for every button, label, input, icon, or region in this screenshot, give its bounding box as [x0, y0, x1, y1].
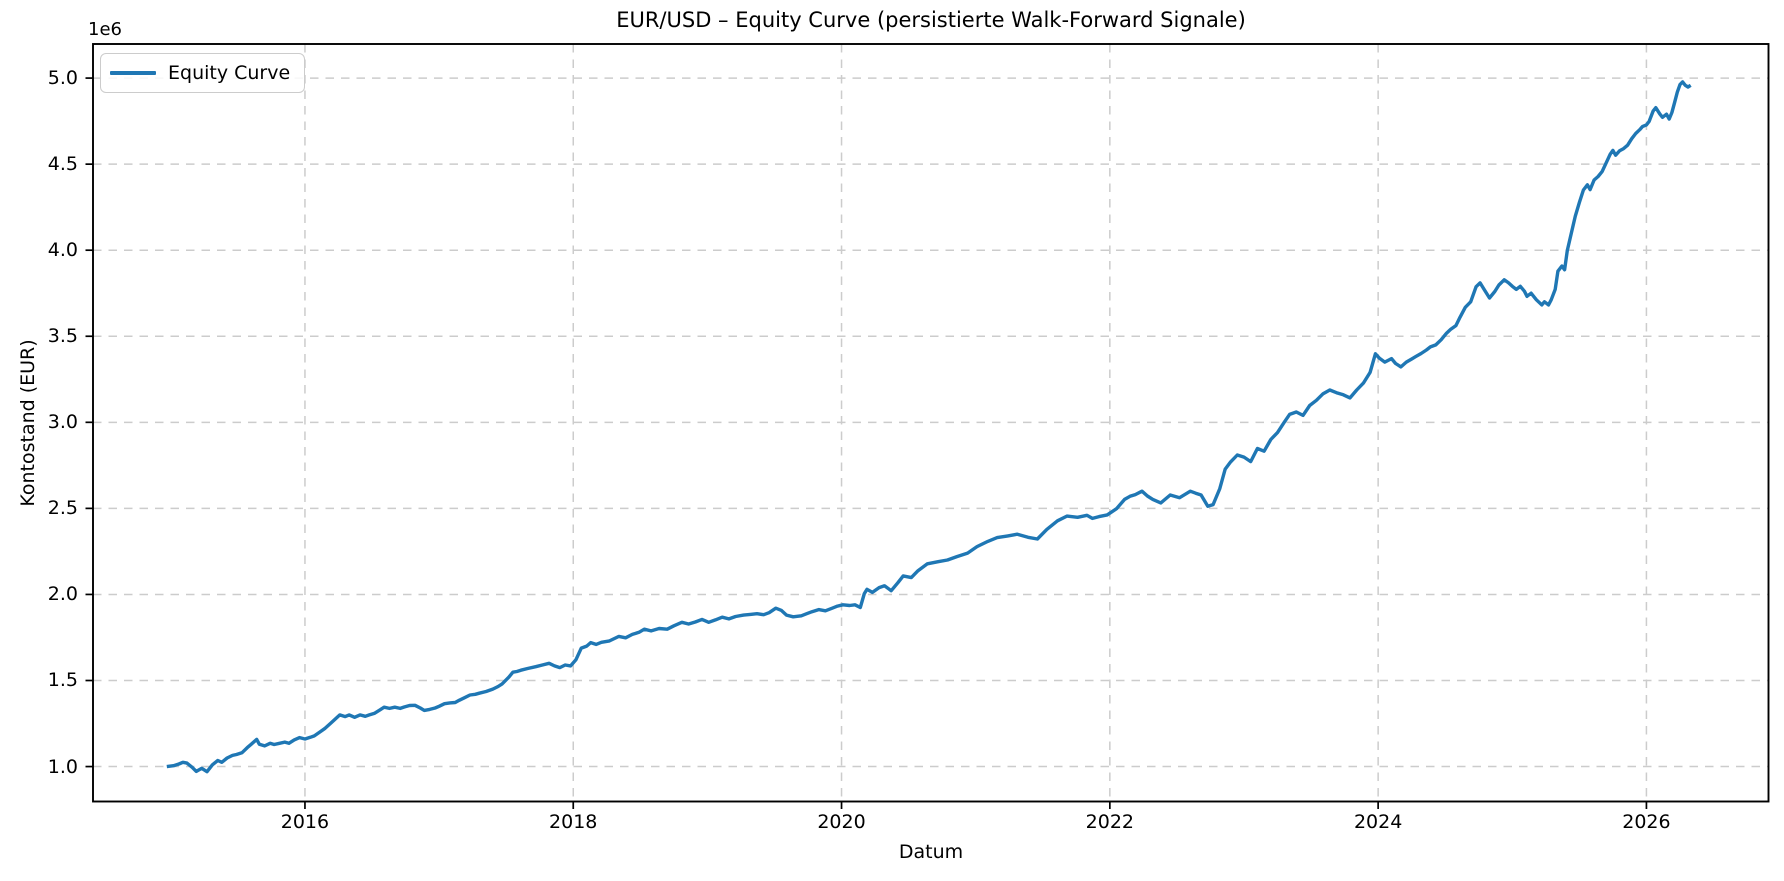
y-tick-label: 4.0 — [47, 239, 78, 262]
y-tick-label: 2.0 — [47, 583, 78, 606]
legend: Equity Curve — [100, 53, 306, 93]
x-tick-label: 2026 — [1622, 811, 1671, 833]
y-tick-label: 1.0 — [47, 755, 78, 778]
x-tick-label: 2020 — [817, 811, 866, 833]
legend-line-swatch — [110, 71, 156, 75]
x-axis-label: Datum — [898, 841, 964, 863]
x-tick-label: 2018 — [549, 811, 598, 833]
x-tick-label: 2016 — [280, 811, 330, 833]
y-tick-label: 2.5 — [47, 497, 78, 520]
x-tick-label: 2024 — [1353, 811, 1403, 833]
y-tick-label: 3.5 — [47, 325, 78, 348]
y-tick-label: 5.0 — [47, 67, 78, 90]
x-tick-label: 2022 — [1085, 811, 1134, 833]
y-tick-label: 3.0 — [47, 411, 78, 434]
chart-title: EUR/USD – Equity Curve (persistierte Wal… — [616, 8, 1246, 32]
y-tick-label: 1.5 — [47, 669, 78, 692]
y-axis-offset-label: 1e6 — [88, 19, 122, 40]
y-axis-label-text: Kontostand (EUR) — [17, 339, 39, 507]
y-tick-label: 4.5 — [47, 153, 78, 176]
equity-curve-line — [166, 80, 1692, 774]
legend-label: Equity Curve — [168, 62, 291, 84]
